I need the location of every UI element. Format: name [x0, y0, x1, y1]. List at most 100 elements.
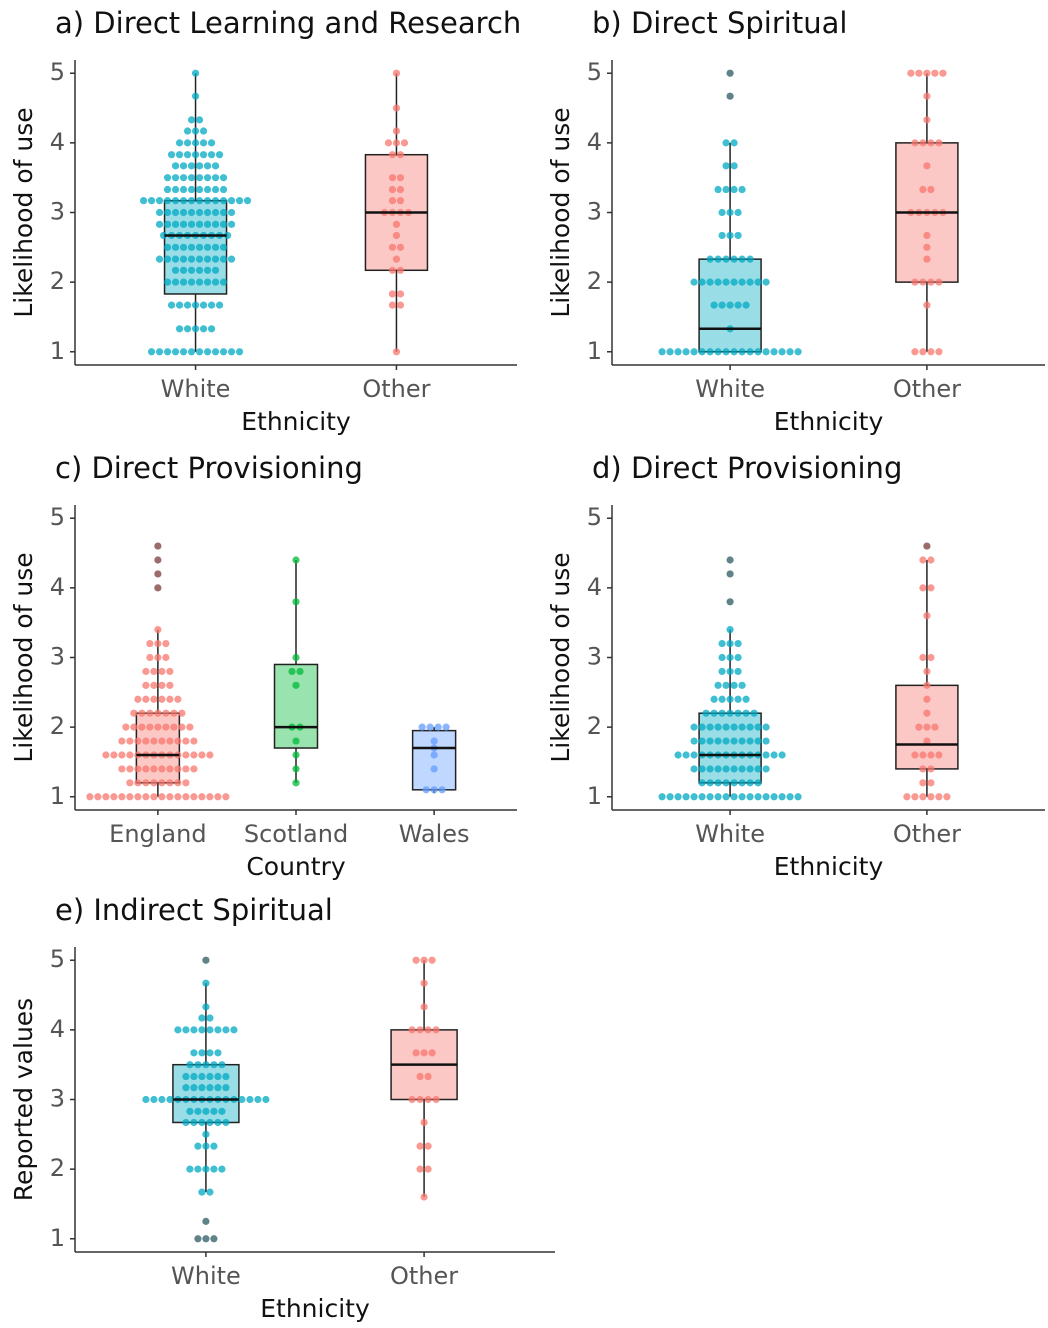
- data-point: [146, 709, 154, 717]
- data-point: [690, 793, 698, 801]
- data-point: [227, 208, 236, 217]
- data-point: [714, 348, 722, 356]
- data-point: [190, 737, 198, 745]
- data-point: [142, 737, 150, 745]
- data-point: [118, 751, 126, 759]
- data-point: [718, 667, 726, 676]
- data-point: [919, 584, 927, 592]
- data-point: [182, 737, 190, 745]
- y-tick-label: 2: [50, 267, 65, 295]
- data-point: [746, 765, 754, 773]
- data-point: [174, 793, 182, 801]
- data-point: [730, 737, 738, 745]
- data-point: [935, 751, 943, 759]
- data-point: [167, 301, 176, 309]
- data-point: [424, 1095, 432, 1104]
- data-point: [935, 278, 943, 286]
- data-point: [392, 69, 401, 77]
- data-point: [388, 301, 397, 309]
- data-point: [666, 793, 674, 801]
- data-point: [179, 266, 188, 274]
- data-point: [923, 723, 931, 731]
- data-point: [428, 956, 436, 964]
- data-point: [746, 255, 754, 263]
- data-point: [215, 151, 224, 159]
- data-point: [690, 737, 698, 745]
- data-point: [163, 208, 172, 217]
- data-point: [214, 1049, 222, 1057]
- data-point: [150, 1095, 158, 1104]
- data-point: [219, 278, 228, 286]
- data-point: [296, 667, 304, 676]
- data-point: [690, 348, 698, 356]
- data-point: [147, 348, 156, 356]
- data-point: [206, 1084, 214, 1092]
- data-point: [186, 1165, 194, 1173]
- data-point: [698, 723, 706, 731]
- data-point: [734, 667, 742, 676]
- data-point: [730, 278, 738, 286]
- data-point: [710, 695, 718, 703]
- data-point: [158, 667, 166, 676]
- data-point: [214, 1072, 222, 1081]
- data-point: [943, 793, 951, 801]
- outlier-point: [194, 1235, 202, 1243]
- data-point: [167, 151, 176, 159]
- data-point: [412, 956, 420, 964]
- data-point: [923, 695, 931, 703]
- data-point: [147, 197, 156, 205]
- data-point: [179, 255, 188, 263]
- data-point: [424, 1026, 432, 1034]
- data-point: [396, 243, 405, 251]
- y-tick-label: 1: [587, 782, 602, 810]
- data-point: [150, 779, 158, 787]
- data-point: [174, 737, 182, 745]
- data-point: [420, 1193, 428, 1201]
- data-point: [210, 1142, 218, 1150]
- data-point: [388, 197, 397, 205]
- y-tick-label: 1: [587, 337, 602, 365]
- data-point: [730, 723, 738, 731]
- data-point: [396, 301, 405, 309]
- data-point: [206, 1072, 214, 1081]
- data-point: [702, 709, 710, 717]
- data-point: [171, 348, 180, 356]
- data-point: [179, 197, 188, 205]
- data-point: [206, 1014, 214, 1022]
- data-point: [190, 751, 198, 759]
- data-point: [163, 174, 172, 182]
- outlier-point: [154, 584, 162, 592]
- data-point: [202, 1107, 210, 1115]
- data-point: [734, 208, 742, 217]
- data-point: [730, 185, 738, 194]
- data-point: [215, 301, 224, 309]
- data-point: [718, 709, 726, 717]
- data-point: [179, 348, 188, 356]
- data-point: [416, 1142, 424, 1150]
- data-point: [162, 653, 170, 662]
- data-point: [919, 793, 927, 801]
- data-point: [388, 266, 397, 274]
- data-point: [142, 695, 150, 703]
- data-point: [190, 765, 198, 773]
- data-point: [919, 348, 927, 356]
- data-point: [150, 695, 158, 703]
- data-point: [198, 1188, 206, 1196]
- data-point: [207, 139, 216, 147]
- data-point: [416, 1026, 424, 1034]
- data-point: [730, 348, 738, 356]
- data-point: [674, 348, 682, 356]
- data-point: [288, 667, 296, 676]
- data-point: [722, 779, 730, 787]
- data-point: [235, 197, 244, 205]
- data-point: [690, 751, 698, 759]
- data-point: [222, 1026, 230, 1034]
- data-point: [770, 348, 778, 356]
- data-point: [210, 1107, 218, 1115]
- data-point: [734, 709, 742, 717]
- data-point: [738, 278, 746, 286]
- data-point: [187, 185, 196, 194]
- data-point: [195, 278, 204, 286]
- data-point: [191, 151, 200, 159]
- data-point: [158, 737, 166, 745]
